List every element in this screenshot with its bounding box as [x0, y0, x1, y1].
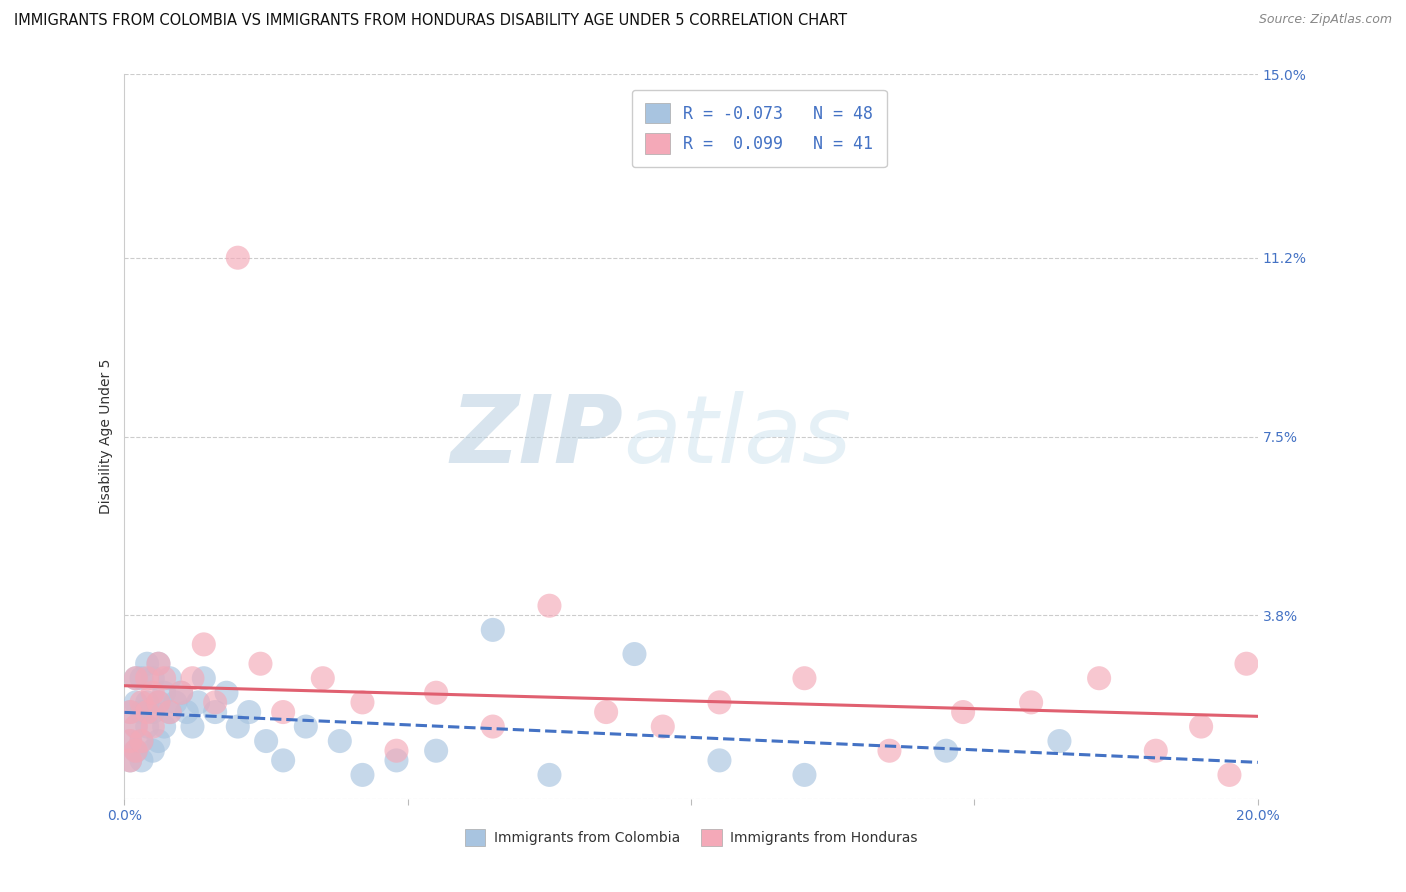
Point: [136, 720, 159, 734]
Point: [271, 753, 294, 767]
Point: [879, 744, 901, 758]
Point: [125, 695, 148, 709]
Point: [120, 705, 142, 719]
Point: [131, 705, 153, 719]
Point: [142, 705, 165, 719]
Point: [385, 744, 408, 758]
Point: [136, 695, 159, 709]
Point: [385, 753, 408, 767]
Point: [131, 734, 153, 748]
Point: [125, 671, 148, 685]
Point: [352, 768, 374, 782]
Point: [181, 720, 204, 734]
Point: [623, 647, 645, 661]
Text: ZIP: ZIP: [450, 391, 623, 483]
Point: [142, 744, 165, 758]
Point: [352, 695, 374, 709]
Point: [148, 695, 170, 709]
Point: [935, 744, 957, 758]
Text: atlas: atlas: [623, 391, 852, 482]
Point: [142, 686, 165, 700]
Point: [159, 671, 181, 685]
Point: [148, 657, 170, 671]
Point: [204, 705, 226, 719]
Point: [1144, 744, 1167, 758]
Point: [1218, 768, 1240, 782]
Point: [538, 768, 561, 782]
Point: [131, 695, 153, 709]
Point: [651, 720, 673, 734]
Point: [181, 671, 204, 685]
Point: [142, 720, 165, 734]
Point: [425, 744, 447, 758]
Point: [153, 686, 176, 700]
Point: [193, 637, 215, 651]
Point: [215, 686, 238, 700]
Point: [136, 671, 159, 685]
Point: [187, 695, 209, 709]
Point: [1236, 657, 1258, 671]
Point: [1189, 720, 1212, 734]
Point: [952, 705, 974, 719]
Point: [425, 686, 447, 700]
Point: [153, 720, 176, 734]
Point: [148, 734, 170, 748]
Point: [142, 671, 165, 685]
Point: [120, 705, 142, 719]
Legend: Immigrants from Colombia, Immigrants from Honduras: Immigrants from Colombia, Immigrants fro…: [454, 818, 929, 857]
Point: [159, 705, 181, 719]
Point: [131, 671, 153, 685]
Point: [136, 705, 159, 719]
Y-axis label: Disability Age Under 5: Disability Age Under 5: [100, 359, 114, 514]
Point: [226, 720, 249, 734]
Point: [294, 720, 316, 734]
Point: [193, 671, 215, 685]
Point: [170, 686, 193, 700]
Point: [125, 744, 148, 758]
Point: [125, 671, 148, 685]
Point: [148, 695, 170, 709]
Point: [131, 734, 153, 748]
Point: [793, 671, 815, 685]
Point: [120, 753, 142, 767]
Point: [709, 695, 731, 709]
Point: [153, 671, 176, 685]
Point: [709, 753, 731, 767]
Point: [120, 753, 142, 767]
Point: [170, 686, 193, 700]
Point: [1049, 734, 1071, 748]
Point: [595, 705, 617, 719]
Point: [125, 744, 148, 758]
Point: [249, 657, 271, 671]
Point: [254, 734, 277, 748]
Point: [226, 251, 249, 265]
Point: [159, 705, 181, 719]
Point: [481, 720, 503, 734]
Point: [329, 734, 352, 748]
Point: [120, 734, 142, 748]
Point: [271, 705, 294, 719]
Point: [1019, 695, 1042, 709]
Point: [125, 720, 148, 734]
Point: [120, 734, 142, 748]
Point: [131, 753, 153, 767]
Point: [165, 695, 187, 709]
Point: [1088, 671, 1111, 685]
Point: [312, 671, 335, 685]
Point: [238, 705, 260, 719]
Point: [176, 705, 198, 719]
Point: [793, 768, 815, 782]
Point: [481, 623, 503, 637]
Point: [148, 657, 170, 671]
Point: [136, 657, 159, 671]
Text: IMMIGRANTS FROM COLOMBIA VS IMMIGRANTS FROM HONDURAS DISABILITY AGE UNDER 5 CORR: IMMIGRANTS FROM COLOMBIA VS IMMIGRANTS F…: [14, 13, 848, 29]
Point: [538, 599, 561, 613]
Point: [204, 695, 226, 709]
Text: Source: ZipAtlas.com: Source: ZipAtlas.com: [1258, 13, 1392, 27]
Point: [125, 720, 148, 734]
